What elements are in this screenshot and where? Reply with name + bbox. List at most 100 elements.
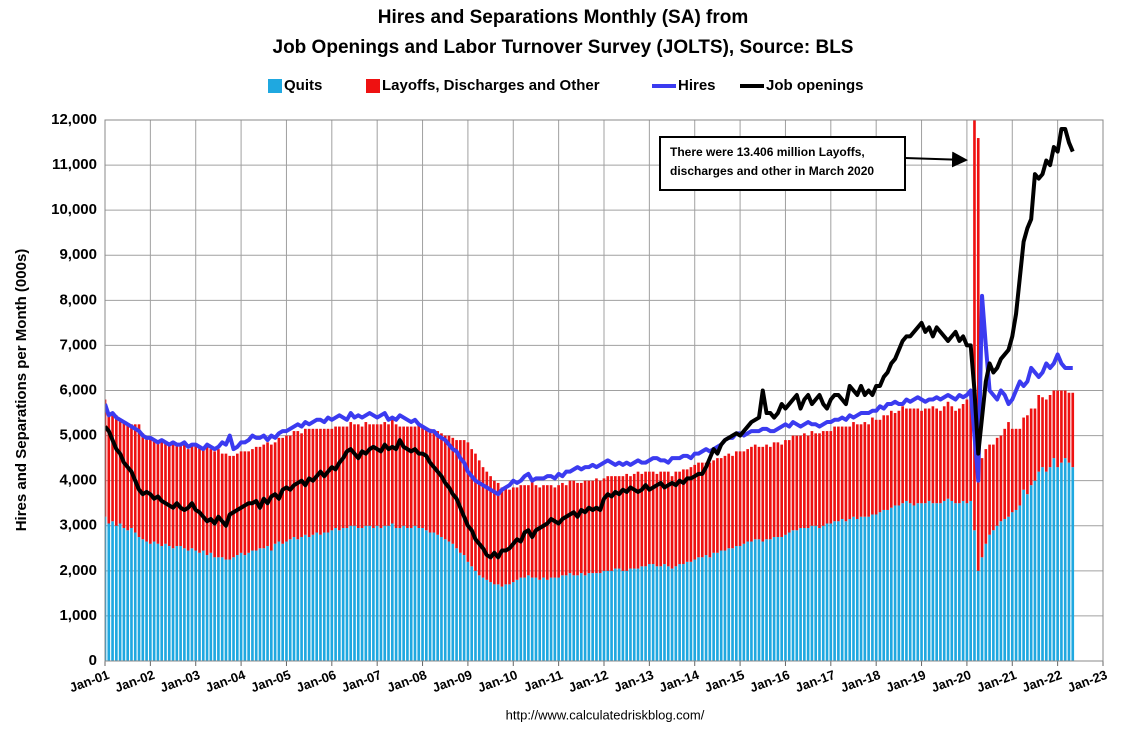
- bar: [893, 413, 897, 506]
- bar: [171, 444, 175, 549]
- y-tick-label: 5,000: [59, 427, 97, 444]
- bar: [402, 525, 405, 661]
- bar: [523, 577, 526, 661]
- bar: [349, 525, 353, 661]
- bar: [175, 546, 179, 661]
- bar: [251, 449, 254, 551]
- bar: [731, 455, 734, 549]
- x-tick-label: Jan-08: [385, 667, 429, 695]
- bar: [349, 422, 353, 526]
- bar: [205, 446, 209, 556]
- bar: [205, 555, 209, 661]
- bar: [787, 532, 791, 661]
- bar: [500, 487, 504, 587]
- bar: [383, 525, 387, 661]
- bar: [942, 500, 946, 661]
- bar: [976, 138, 980, 571]
- bar: [1063, 390, 1067, 459]
- bar: [579, 573, 583, 661]
- bar: [406, 426, 409, 529]
- bar: [924, 408, 927, 504]
- bar: [462, 555, 466, 661]
- bar: [443, 539, 447, 661]
- bar: [432, 532, 436, 661]
- bar: [425, 530, 428, 661]
- bar: [659, 566, 663, 661]
- bar: [961, 404, 965, 501]
- bar: [882, 415, 886, 510]
- bar: [179, 546, 182, 661]
- bar: [372, 424, 375, 529]
- bar: [852, 422, 855, 517]
- bar: [224, 453, 228, 560]
- bar: [950, 406, 954, 501]
- bar: [164, 442, 167, 544]
- bar: [1033, 480, 1037, 661]
- bar: [379, 528, 383, 661]
- bar: [693, 559, 697, 661]
- bar: [141, 539, 145, 661]
- bar: [451, 543, 455, 661]
- x-tick-label: Jan-12: [566, 667, 610, 695]
- bar: [825, 523, 829, 661]
- bar: [659, 471, 663, 567]
- bar: [833, 521, 836, 661]
- bar: [992, 444, 995, 531]
- bar: [818, 433, 821, 529]
- bar: [716, 552, 719, 661]
- bar: [152, 440, 156, 542]
- bar: [848, 426, 852, 519]
- bar: [644, 471, 647, 567]
- bar: [731, 548, 734, 661]
- bar: [360, 426, 364, 529]
- bar: [946, 401, 950, 499]
- bar: [198, 552, 201, 661]
- bar: [300, 433, 303, 538]
- y-tick-label: 8,000: [59, 291, 97, 308]
- bar: [111, 413, 114, 522]
- bar: [368, 424, 371, 526]
- bar: [493, 584, 496, 661]
- bar: [1048, 467, 1052, 661]
- x-tick-label: Jan-21: [975, 667, 1019, 695]
- bar: [871, 514, 874, 661]
- bar: [799, 528, 802, 661]
- bar: [254, 446, 258, 551]
- bar: [160, 442, 164, 547]
- bar: [689, 561, 693, 661]
- bar: [568, 480, 572, 574]
- bar: [428, 532, 432, 661]
- bar: [1007, 516, 1010, 661]
- bar: [905, 500, 908, 661]
- y-tick-label: 11,000: [52, 156, 97, 173]
- bar: [334, 528, 337, 661]
- bar: [477, 575, 481, 661]
- bar: [897, 505, 901, 661]
- bar: [920, 503, 923, 661]
- plot-frame: [104, 119, 1104, 662]
- y-tick-label: 6,000: [59, 381, 97, 398]
- bar: [1071, 392, 1075, 468]
- legend-swatch: [268, 79, 282, 93]
- bar: [519, 485, 523, 578]
- bar: [111, 521, 114, 661]
- bar: [969, 392, 973, 501]
- bar: [107, 523, 111, 661]
- bar: [617, 568, 621, 661]
- bar: [568, 573, 572, 661]
- bar: [326, 532, 330, 661]
- bar: [912, 505, 916, 661]
- bar: [829, 431, 833, 524]
- bar: [689, 467, 693, 562]
- bar: [319, 534, 322, 661]
- bar: [761, 446, 765, 542]
- x-tick-label: Jan-01: [67, 667, 111, 695]
- y-tick-label: 12,000: [51, 111, 97, 128]
- bar: [712, 552, 715, 661]
- bar: [874, 419, 878, 515]
- bar: [931, 503, 935, 661]
- bar: [425, 428, 428, 531]
- x-tick-label: Jan-05: [249, 667, 293, 695]
- bar: [682, 564, 685, 661]
- bar: [228, 455, 232, 560]
